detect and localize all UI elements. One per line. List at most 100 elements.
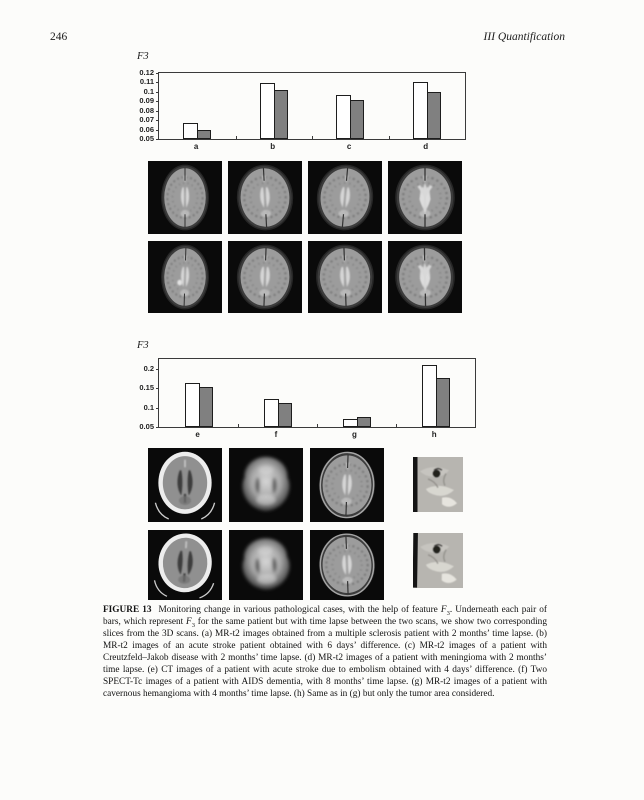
bar-b-gray (273, 89, 288, 139)
y-tick-label: 0.05 (139, 134, 154, 143)
x-tick-mark (317, 424, 318, 427)
y-tick-label: 0.11 (139, 77, 154, 87)
scan-e-time1 (148, 448, 222, 522)
x-tick-mark (235, 136, 237, 139)
bar-d-white (412, 81, 428, 139)
scan-e-time2 (148, 530, 222, 600)
scan-grid-efgh (148, 448, 463, 600)
x-axis-labels: e f g h (158, 430, 474, 439)
y-tick-label: 0.1 (143, 86, 154, 96)
bar-h-gray (435, 378, 450, 427)
scan-row-time2 (148, 241, 462, 313)
y-tick-mark (156, 139, 159, 140)
bar-group-e (184, 382, 213, 427)
bar-a-gray (197, 129, 212, 139)
figure-caption: FIGURE 13 Monitoring change in various pa… (103, 604, 547, 700)
bar-f-gray (277, 402, 292, 427)
running-head: III Quantification (483, 31, 565, 43)
scan-a-time2 (148, 241, 222, 313)
x-tick-mark (396, 424, 397, 427)
plot-area: 0.12 0.11 0.1 0.09 0.08 0.07 0.06 0.05 (139, 69, 466, 143)
category-label-g: g (352, 430, 357, 439)
category-label-b: b (270, 142, 276, 151)
y-tick-label: 0.1 (143, 402, 154, 412)
y-tick-mark (156, 110, 159, 112)
scan-d-time2 (388, 241, 462, 313)
y-tick-label: 0.09 (139, 96, 154, 106)
bar-e-white (184, 382, 200, 427)
scan-row-time2 (148, 530, 463, 600)
bar-groups (159, 73, 465, 139)
mr-brain-scan-icon (388, 161, 462, 234)
y-tick-mark (156, 407, 159, 409)
category-label-c: c (346, 142, 352, 151)
feature-f3-chart-efgh: F3 0.2 0.15 0.1 0.05 e f g h (136, 340, 476, 439)
x-axis-labels: a b c d (158, 142, 464, 151)
category-label-e: e (195, 430, 200, 439)
bar-group-h (421, 364, 450, 427)
bar-d-gray (426, 91, 441, 139)
mr-brain-scan-icon (228, 161, 302, 234)
tumor-closeup-icon (413, 457, 463, 512)
spect-brain-scan-icon (229, 530, 303, 600)
y-tick-mark (156, 129, 159, 131)
y-tick-mark (156, 101, 159, 103)
scan-b-time2 (228, 241, 302, 313)
chart-title: F3 (137, 51, 149, 62)
scan-c-time2 (308, 241, 382, 313)
bar-group-b (259, 83, 288, 139)
scan-row-time1 (148, 448, 463, 522)
figure-caption-label: FIGURE 13 (103, 605, 152, 615)
bar-c-gray (350, 100, 365, 139)
scan-a-time1 (148, 161, 222, 234)
y-tick-mark (156, 427, 159, 428)
bar-a-white (183, 122, 199, 139)
bar-group-g (342, 416, 371, 427)
y-tick-label: 0.12 (139, 68, 154, 77)
bar-groups (159, 359, 475, 427)
x-tick-mark (312, 136, 313, 139)
scan-d-time1 (388, 161, 462, 234)
scan-grid-abcd (148, 161, 462, 313)
y-tick-label: 0.07 (139, 115, 154, 125)
bar-g-gray (356, 416, 371, 427)
tumor-closeup-icon (413, 533, 463, 588)
y-tick-mark (156, 82, 159, 84)
mr-brain-scan-icon (310, 448, 384, 522)
scan-row-time1 (148, 161, 462, 234)
bar-h-white (421, 364, 437, 427)
bar-c-white (336, 94, 352, 139)
mr-brain-scan-icon (308, 241, 382, 313)
scan-c-time1 (308, 161, 382, 234)
x-tick-mark (388, 136, 390, 139)
y-tick-mark (156, 73, 159, 74)
category-label-a: a (193, 142, 199, 151)
scan-h-time2 (413, 533, 463, 588)
ct-brain-scan-icon (148, 448, 222, 522)
y-tick-mark (156, 120, 159, 122)
y-tick-label: 0.06 (139, 124, 154, 134)
mr-brain-scan-icon (228, 241, 302, 313)
bar-f-white (263, 399, 279, 427)
y-tick-label: 0.05 (139, 422, 154, 431)
category-label-d: d (423, 142, 429, 151)
mr-brain-scan-icon (310, 530, 384, 600)
category-label-h: h (431, 430, 437, 439)
scan-g-time1 (310, 448, 384, 522)
scan-h-time1 (413, 457, 463, 512)
mr-brain-scan-icon (388, 241, 462, 313)
figure-caption-text: Monitoring change in various pathologica… (103, 605, 547, 699)
bar-g-white (342, 418, 358, 427)
y-tick-label: 0.08 (139, 105, 154, 115)
page-number: 246 (50, 31, 68, 43)
y-tick-mark (156, 91, 159, 93)
bar-group-d (412, 81, 441, 139)
bar-e-gray (198, 386, 213, 427)
scan-f-time2 (229, 530, 303, 600)
feature-f3-chart-abcd: F3 0.12 0.11 0.1 0.09 0.08 0.07 0.06 0.05 a b c d (136, 51, 466, 151)
y-tick-mark (156, 388, 159, 390)
bar-group-f (263, 399, 292, 427)
ct-brain-scan-icon (148, 530, 222, 600)
plot-area: 0.2 0.15 0.1 0.05 (139, 358, 476, 431)
